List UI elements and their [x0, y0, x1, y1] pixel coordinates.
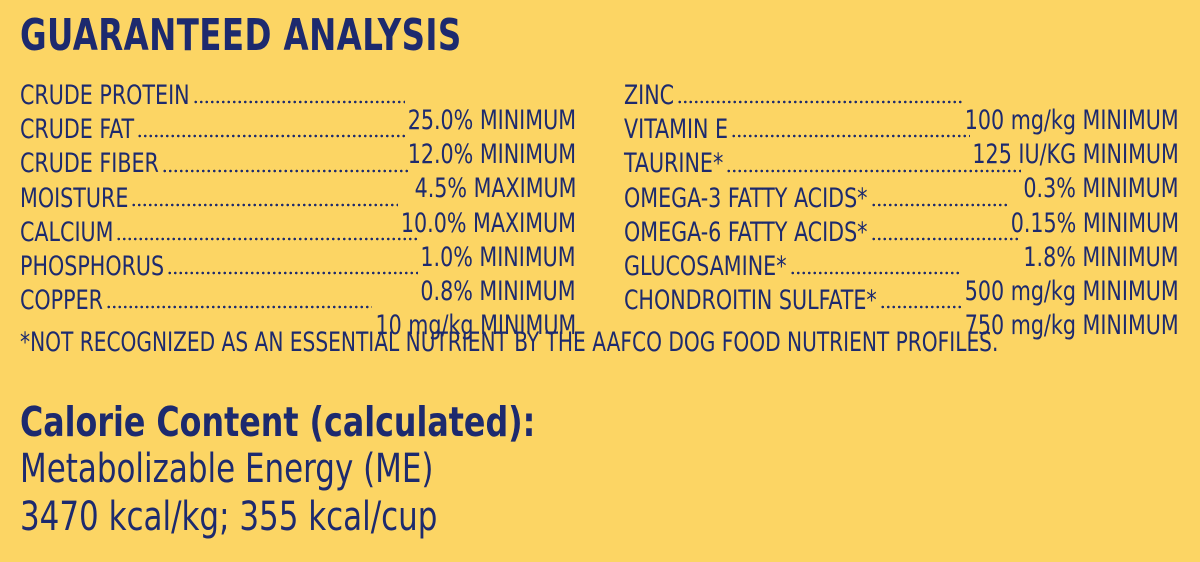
dot-leader	[137, 134, 405, 139]
nutrient-value: 12.0% MINIMUM	[407, 139, 576, 171]
nutrient-value: 1.8% MINIMUM	[1023, 241, 1179, 273]
nutrient-name: VITAMIN E	[624, 114, 729, 146]
nutrient-row: VITAMIN E 125 IU/KG MINIMUM	[624, 113, 1179, 170]
guaranteed-analysis-heading: GUARANTEED ANALYSIS	[20, 10, 462, 61]
nutrient-row: CRUDE FIBER 4.5% MAXIMUM	[20, 147, 576, 204]
nutrient-value: 0.8% MINIMUM	[420, 275, 576, 307]
nutrient-row: CHONDROITIN SULFATE* 750 mg/kg MINIMUM	[624, 284, 1179, 341]
nutrient-name: TAURINE*	[624, 148, 724, 180]
dot-leader	[870, 236, 1021, 241]
dot-leader	[870, 202, 1008, 207]
nutrient-row: PHOSPHORUS 0.8% MINIMUM	[20, 250, 576, 307]
dot-leader	[105, 305, 373, 310]
nutrient-name: OMEGA-3 FATTY ACIDS*	[624, 182, 868, 214]
nutrient-value: 0.15% MINIMUM	[1010, 207, 1179, 239]
nutrient-row: CRUDE PROTEIN 25.0% MINIMUM	[20, 79, 576, 136]
nutrient-value: 500 mg/kg MINIMUM	[965, 275, 1179, 307]
dot-leader	[192, 100, 405, 105]
dot-leader	[161, 168, 412, 173]
nutrient-value: 125 IU/KG MINIMUM	[972, 139, 1179, 171]
nutrient-row: ZINC 100 mg/kg MINIMUM	[624, 79, 1179, 136]
dot-leader	[116, 236, 418, 241]
nutrient-name: CHONDROITIN SULFATE*	[624, 285, 877, 317]
nutrient-value: 1.0% MINIMUM	[420, 241, 576, 273]
nutrient-value: 0.3% MINIMUM	[1023, 173, 1179, 205]
calorie-content-heading: Calorie Content (calculated):	[20, 398, 536, 446]
nutrient-name: CRUDE PROTEIN	[20, 80, 190, 111]
nutrient-name: CALCIUM	[20, 216, 114, 248]
dot-leader	[789, 271, 963, 276]
nutrient-name: OMEGA-6 FATTY ACIDS*	[624, 216, 868, 248]
nutrient-name: COPPER	[20, 285, 103, 317]
nutrient-name: CRUDE FIBER	[20, 148, 159, 180]
nutrient-name: PHOSPHORUS	[20, 250, 165, 282]
nutrient-row: CRUDE FAT 12.0% MINIMUM	[20, 113, 576, 170]
nutrient-name: ZINC	[624, 80, 675, 111]
dot-leader	[879, 305, 963, 310]
nutrient-value: 10.0% MAXIMUM	[400, 207, 576, 239]
dot-leader	[677, 100, 963, 105]
aafco-footnote: *NOT RECOGNIZED AS AN ESSENTIAL NUTRIENT…	[20, 327, 999, 358]
nutrient-value: 25.0% MINIMUM	[407, 105, 576, 136]
nutrient-row: CALCIUM 1.0% MINIMUM	[20, 216, 576, 273]
calorie-values: 3470 kcal/kg; 355 kcal/cup	[20, 494, 438, 540]
nutrient-value: 750 mg/kg MINIMUM	[965, 310, 1179, 342]
dot-leader	[131, 202, 398, 207]
dot-leader	[167, 271, 418, 276]
nutrient-name: CRUDE FAT	[20, 114, 135, 146]
right-nutrient-list: ZINC 100 mg/kg MINIMUM VITAMIN E 125 IU/KG…	[624, 79, 1179, 341]
nutrient-row: GLUCOSAMINE* 500 mg/kg MINIMUM	[624, 250, 1179, 307]
nutrient-value: 100 mg/kg MINIMUM	[965, 105, 1179, 136]
nutrient-row: MOISTURE 10.0% MAXIMUM	[20, 182, 576, 239]
nutrient-row: OMEGA-6 FATTY ACIDS* 1.8% MINIMUM	[624, 216, 1179, 273]
left-nutrient-list: CRUDE PROTEIN 25.0% MINIMUM CRUDE FAT 12.0…	[20, 79, 576, 341]
nutrient-row: COPPER 10 mg/kg MINIMUM	[20, 284, 576, 341]
nutrient-row: TAURINE* 0.3% MINIMUM	[624, 147, 1179, 204]
nutrient-name: GLUCOSAMINE*	[624, 250, 787, 282]
dot-leader	[731, 134, 970, 139]
nutrient-value: 10 mg/kg MINIMUM	[375, 310, 576, 342]
nutrient-row: OMEGA-3 FATTY ACIDS* 0.15% MINIMUM	[624, 182, 1179, 239]
dot-leader	[726, 168, 1021, 173]
nutrient-name: MOISTURE	[20, 182, 129, 214]
nutrient-value: 4.5% MAXIMUM	[414, 173, 576, 205]
metabolizable-energy-label: Metabolizable Energy (ME)	[20, 446, 434, 492]
